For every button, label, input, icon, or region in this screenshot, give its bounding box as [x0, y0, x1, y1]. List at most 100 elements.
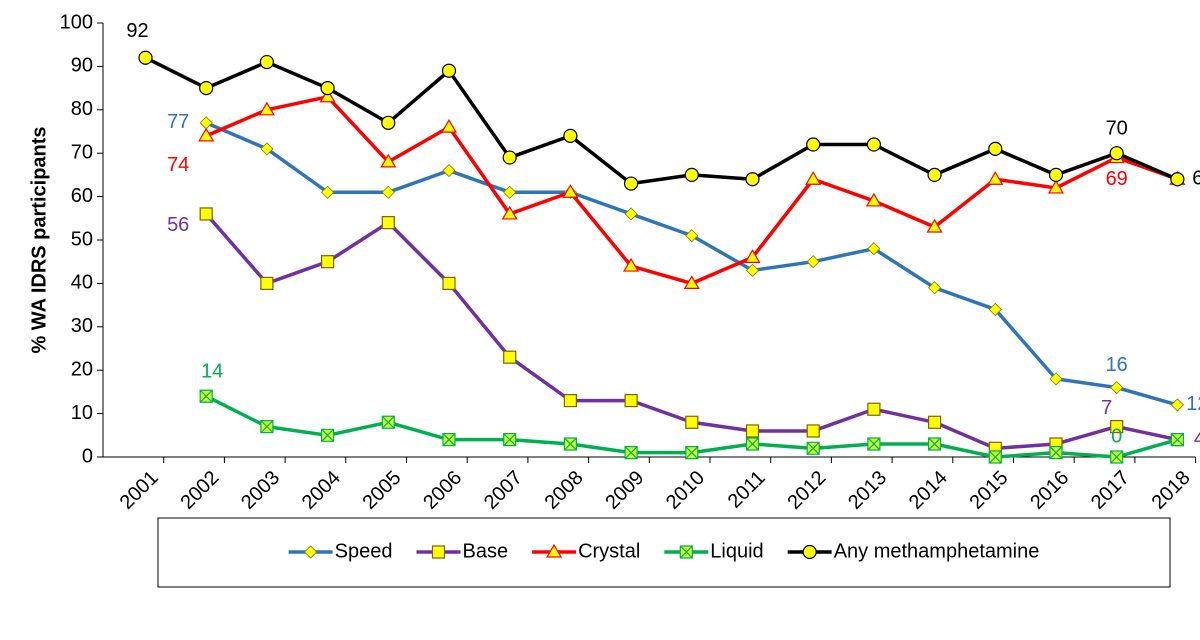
marker	[260, 142, 274, 156]
marker	[442, 163, 456, 178]
marker	[260, 276, 274, 290]
data-label: 14	[201, 361, 223, 383]
marker	[865, 192, 882, 207]
marker	[744, 249, 761, 263]
marker	[321, 185, 335, 199]
marker	[987, 171, 1004, 185]
legend-label: Crystal	[578, 540, 640, 562]
marker	[988, 141, 1003, 156]
marker	[320, 428, 335, 442]
data-label: 12	[1186, 393, 1200, 415]
y-tick-label: 0	[82, 445, 93, 467]
marker	[1109, 146, 1124, 161]
marker	[867, 402, 881, 416]
marker	[442, 276, 456, 290]
legend-label: Any methamphetamine	[834, 540, 1040, 562]
y-tick-label: 100	[60, 11, 93, 33]
x-tick-label: 2010	[662, 467, 709, 514]
data-label: 4	[1194, 428, 1200, 450]
marker	[199, 116, 213, 130]
data-label: 69	[1106, 168, 1128, 190]
x-tick-label: 2002	[176, 467, 223, 514]
marker	[624, 393, 638, 408]
series-line	[205, 95, 1178, 286]
x-tick-label: 2007	[480, 467, 527, 514]
marker	[1047, 179, 1065, 194]
marker	[806, 424, 820, 438]
marker	[440, 118, 458, 133]
marker	[685, 229, 699, 243]
marker	[562, 184, 579, 198]
marker	[320, 80, 335, 96]
legend-label: Liquid	[710, 540, 763, 562]
y-tick-label: 20	[71, 358, 93, 380]
y-tick-label: 30	[71, 315, 93, 337]
y-tick-label: 10	[71, 402, 93, 424]
x-tick-label: 2013	[844, 467, 891, 514]
marker	[867, 242, 881, 256]
legend-label: Speed	[335, 540, 393, 562]
data-label: 92	[126, 20, 148, 42]
x-tick-label: 2012	[783, 467, 830, 514]
marker	[503, 350, 517, 364]
x-tick-label: 2003	[237, 467, 284, 514]
marker	[1110, 380, 1124, 395]
marker	[928, 281, 942, 295]
series-line	[204, 212, 1178, 451]
x-tick-label: 2008	[541, 467, 588, 514]
marker	[988, 302, 1002, 317]
marker	[503, 433, 517, 447]
marker	[381, 216, 395, 230]
marker	[1170, 172, 1185, 187]
marker	[802, 544, 817, 560]
y-tick-label: 40	[71, 272, 93, 294]
marker	[320, 255, 335, 269]
marker	[304, 545, 318, 559]
series-line	[144, 56, 1179, 186]
marker	[1170, 398, 1184, 412]
marker	[319, 88, 336, 103]
marker	[685, 446, 699, 460]
data-label: 16	[1106, 354, 1128, 376]
marker	[805, 171, 822, 185]
y-tick-label: 50	[71, 228, 93, 250]
marker	[1049, 446, 1063, 460]
marker	[926, 218, 943, 233]
marker	[501, 205, 518, 220]
marker	[623, 257, 640, 272]
x-tick-label: 2006	[419, 467, 466, 514]
marker	[624, 446, 638, 460]
marker	[563, 128, 578, 143]
marker	[988, 450, 1002, 464]
x-tick-label: 2009	[601, 467, 648, 514]
x-tick-label: 2011	[724, 467, 770, 513]
marker	[380, 153, 397, 168]
data-label: 0	[1111, 425, 1122, 447]
x-tick-label: 2001	[116, 467, 163, 514]
data-label: 77	[167, 111, 189, 133]
x-tick-label: 2018	[1148, 467, 1195, 514]
x-tick-label: 2015	[966, 467, 1013, 514]
marker	[503, 185, 517, 199]
marker	[381, 115, 396, 130]
marker	[745, 263, 760, 277]
marker	[683, 275, 700, 289]
marker	[1170, 433, 1184, 447]
x-tick-label: 2016	[1026, 467, 1073, 514]
x-tick-label: 2004	[298, 467, 345, 514]
y-tick-label: 80	[71, 98, 93, 120]
marker	[745, 172, 760, 187]
data-label: 56	[167, 214, 189, 236]
marker	[927, 167, 942, 182]
marker	[442, 433, 456, 447]
marker	[198, 127, 215, 142]
marker	[199, 207, 213, 221]
marker	[1110, 450, 1124, 464]
marker	[1049, 372, 1063, 386]
marker	[138, 50, 153, 65]
marker	[199, 80, 214, 96]
marker	[624, 207, 638, 221]
marker	[259, 54, 274, 70]
